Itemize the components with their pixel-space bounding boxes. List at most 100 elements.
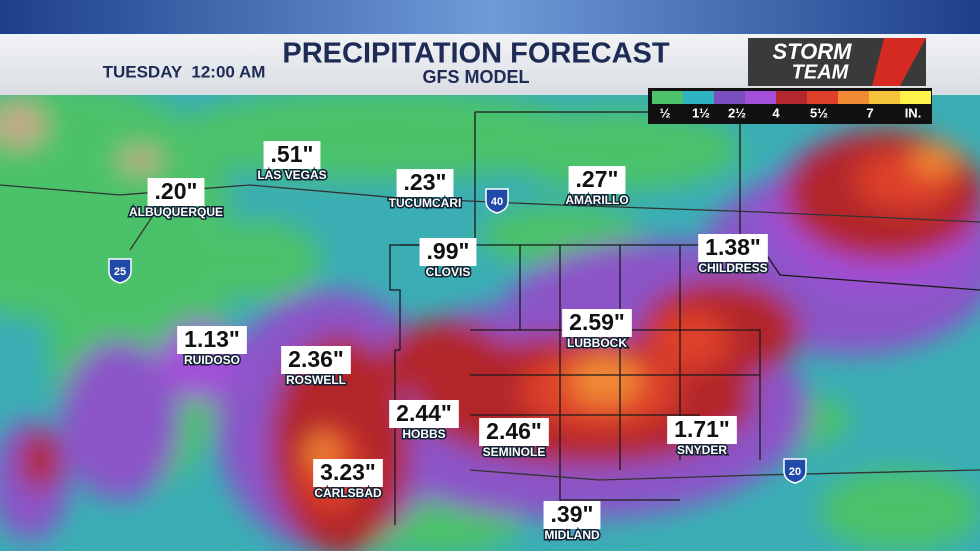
amount-box <box>313 459 383 487</box>
city-name: RUIDOSO <box>184 353 240 367</box>
legend-swatch <box>652 91 683 104</box>
city-name: SEMINOLE <box>483 445 546 459</box>
legend-label: ½ <box>660 105 671 120</box>
amount: 2.36" <box>288 346 344 372</box>
amount-box <box>263 141 321 169</box>
amount-box <box>281 346 351 374</box>
city-label: 1.38"CHILDRESS <box>697 234 769 277</box>
precip-area <box>0 103 46 147</box>
amount-box <box>568 166 626 194</box>
precip-area <box>118 148 162 172</box>
forecast-time: TUESDAY 12:00 AM <box>103 62 266 81</box>
logo: STORM TEAM <box>748 38 926 86</box>
legend-label: 4 <box>772 105 780 120</box>
amount: 2.59" <box>569 309 625 335</box>
city-label: .39"MIDLAND <box>543 501 601 544</box>
legend-swatch <box>683 91 714 104</box>
precip-area <box>820 470 980 550</box>
legend-label: 7 <box>866 105 873 120</box>
city-label: .99"CLOVIS <box>419 238 477 281</box>
highway-number: 25 <box>114 266 126 278</box>
shield <box>485 188 509 214</box>
city-name: MIDLAND <box>544 528 600 542</box>
amount-box <box>147 178 205 206</box>
amount: .23" <box>404 169 447 195</box>
city-name: LAS VEGAS <box>257 168 326 182</box>
amount: 2.44" <box>396 400 452 426</box>
title: PRECIPITATION FORECAST <box>282 38 669 70</box>
legend-label: IN. <box>905 105 922 120</box>
amount-box <box>479 418 549 446</box>
legend-swatch <box>900 91 931 104</box>
legend-label: 5½ <box>810 105 828 120</box>
logo-text: STORM <box>772 39 852 64</box>
highway-shield: 25 <box>108 258 132 284</box>
city-label: 2.46"SEMINOLE <box>479 418 549 461</box>
amount: 2.46" <box>486 418 542 444</box>
legend-swatch <box>807 91 838 104</box>
city-name: CHILDRESS <box>698 261 767 275</box>
highway-shield: 20 <box>783 458 807 484</box>
legend-swatch <box>714 91 745 104</box>
amount: 1.13" <box>184 326 240 352</box>
precip-area <box>200 220 320 300</box>
precip-area <box>385 320 505 400</box>
amount: 1.71" <box>674 416 730 442</box>
logo-text: TEAM <box>792 61 850 83</box>
amount: .51" <box>271 141 314 167</box>
amount: .99" <box>427 238 470 264</box>
county-line <box>400 244 980 291</box>
subtitle: GFS MODEL <box>423 67 530 87</box>
city-name: TUCUMCARI <box>389 196 462 210</box>
precip-area <box>650 310 730 370</box>
city-label: 1.71"SNYDER <box>667 416 737 459</box>
shield <box>783 458 807 484</box>
city-labels: .51"LAS VEGAS .20"ALBUQUERQUE .23"TUCUMCAR… <box>127 141 769 544</box>
amount: .39" <box>551 501 594 527</box>
amount-box <box>562 309 632 337</box>
city-name: CARLSBAD <box>314 486 382 500</box>
city-label: .51"LAS VEGAS <box>256 141 328 184</box>
city-name: ALBUQUERQUE <box>129 205 223 219</box>
logo-bolt <box>872 38 926 86</box>
city-label: 2.59"LUBBOCK <box>562 309 632 352</box>
amount-box <box>389 400 459 428</box>
precip-area <box>20 430 60 490</box>
city-name: AMARILLO <box>565 193 628 207</box>
legend-swatch <box>745 91 776 104</box>
city-name: ROSWELL <box>286 373 346 387</box>
interstate-20 <box>469 469 980 481</box>
precip-area <box>60 340 180 500</box>
amount: 1.38" <box>705 234 761 260</box>
precip-area <box>569 355 641 405</box>
amount: .27" <box>576 166 619 192</box>
highway-number: 20 <box>789 466 801 478</box>
amount-box <box>698 234 768 262</box>
amount-box <box>543 501 601 529</box>
amount: 3.23" <box>320 459 376 485</box>
city-label: .20"ALBUQUERQUE <box>127 178 225 221</box>
highway-shield: 40 <box>485 188 509 214</box>
highway-number: 40 <box>491 196 503 208</box>
legend-swatch <box>776 91 807 104</box>
city-label: 2.36"ROSWELL <box>281 346 351 389</box>
interstate-40 <box>0 184 980 223</box>
city-name: HOBBS <box>402 427 445 441</box>
legend: ½ 1½ 2½ 4 5½ 7 IN. <box>648 88 932 124</box>
city-name: SNYDER <box>677 443 727 457</box>
city-label: .27"AMARILLO <box>564 166 630 209</box>
city-label: .23"TUCUMCARI <box>387 169 463 212</box>
city-label: 1.13"RUIDOSO <box>177 326 247 369</box>
amount-box <box>177 326 247 354</box>
legend-label: 1½ <box>692 105 710 120</box>
legend-label: 2½ <box>728 105 746 120</box>
legend-swatch <box>869 91 900 104</box>
precip-area <box>910 145 960 175</box>
amount: .20" <box>155 178 198 204</box>
city-label: 2.44"HOBBS <box>389 400 459 443</box>
city-name: LUBBOCK <box>567 336 627 350</box>
city-label: 3.23"CARLSBAD <box>313 459 383 502</box>
header-stripe <box>0 0 980 34</box>
